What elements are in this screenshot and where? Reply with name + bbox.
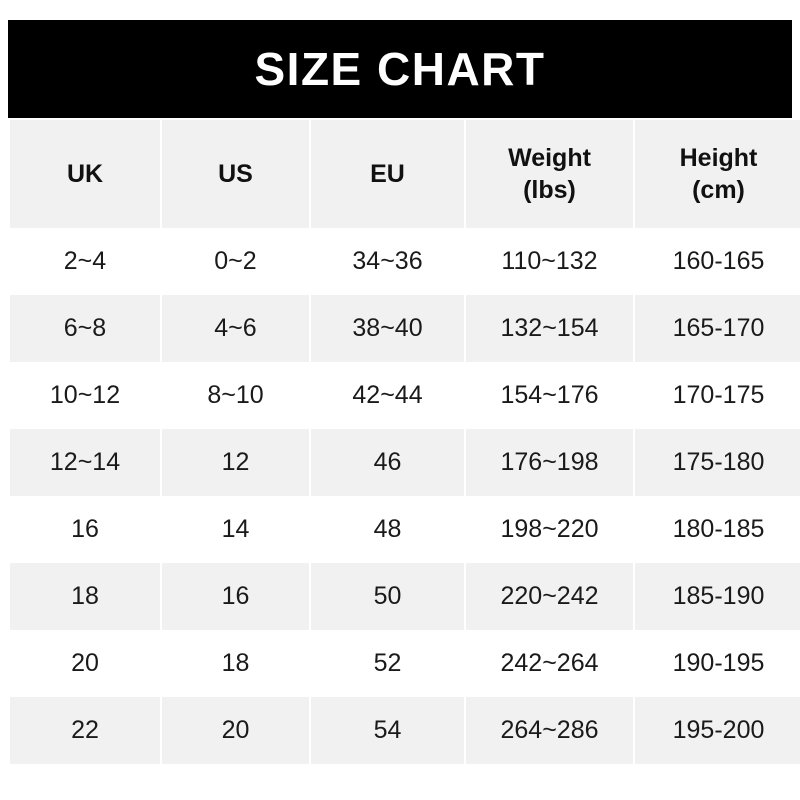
cell-uk: 20 <box>10 630 160 697</box>
column-header-weight: Weight (lbs) <box>466 120 633 228</box>
column-header-height: Height (cm) <box>635 120 800 228</box>
column-header-height-line-2: (cm) <box>692 176 745 204</box>
cell-us: 4~6 <box>162 295 309 362</box>
cell-height: 195-200 <box>635 697 800 764</box>
column-header-uk-line-1: UK <box>66 160 104 188</box>
cell-height: 185-190 <box>635 563 800 630</box>
cell-weight: 154~176 <box>466 362 633 429</box>
cell-us: 20 <box>162 697 309 764</box>
table-row: 22 20 54 264~286 195-200 <box>10 697 800 764</box>
cell-weight: 132~154 <box>466 295 633 362</box>
cell-height: 175-180 <box>635 429 800 496</box>
cell-weight: 242~264 <box>466 630 633 697</box>
cell-weight: 110~132 <box>466 228 633 295</box>
table-row: 10~12 8~10 42~44 154~176 170-175 <box>10 362 800 429</box>
table-row: 12~14 12 46 176~198 175-180 <box>10 429 800 496</box>
cell-uk: 16 <box>10 496 160 563</box>
cell-eu: 50 <box>311 563 464 630</box>
cell-weight: 264~286 <box>466 697 633 764</box>
title-banner: SIZE CHART <box>8 20 792 118</box>
cell-height: 165-170 <box>635 295 800 362</box>
size-chart-table: UK US EU Weight (lbs) Height (cm) <box>8 120 800 764</box>
cell-eu: 48 <box>311 496 464 563</box>
cell-eu: 52 <box>311 630 464 697</box>
cell-eu: 34~36 <box>311 228 464 295</box>
cell-uk: 10~12 <box>10 362 160 429</box>
cell-us: 14 <box>162 496 309 563</box>
cell-uk: 6~8 <box>10 295 160 362</box>
column-header-weight-line-1: Weight <box>508 144 591 172</box>
cell-us: 16 <box>162 563 309 630</box>
cell-eu: 54 <box>311 697 464 764</box>
table-row: 18 16 50 220~242 185-190 <box>10 563 800 630</box>
cell-eu: 38~40 <box>311 295 464 362</box>
table-row: 20 18 52 242~264 190-195 <box>10 630 800 697</box>
column-header-uk: UK <box>10 120 160 228</box>
cell-height: 160-165 <box>635 228 800 295</box>
cell-uk: 2~4 <box>10 228 160 295</box>
cell-height: 180-185 <box>635 496 800 563</box>
table-row: 6~8 4~6 38~40 132~154 165-170 <box>10 295 800 362</box>
table-row: 2~4 0~2 34~36 110~132 160-165 <box>10 228 800 295</box>
column-header-us-line-1: US <box>218 160 253 188</box>
column-header-height-line-1: Height <box>679 144 758 172</box>
cell-eu: 42~44 <box>311 362 464 429</box>
cell-height: 170-175 <box>635 362 800 429</box>
column-header-eu-line-1: EU <box>370 160 405 188</box>
table-header: UK US EU Weight (lbs) Height (cm) <box>10 120 800 228</box>
cell-weight: 220~242 <box>466 563 633 630</box>
cell-us: 8~10 <box>162 362 309 429</box>
cell-us: 12 <box>162 429 309 496</box>
table-row: 16 14 48 198~220 180-185 <box>10 496 800 563</box>
column-header-eu: EU <box>311 120 464 228</box>
page-title: SIZE CHART <box>254 43 546 95</box>
column-header-weight-line-2: (lbs) <box>523 176 576 204</box>
cell-weight: 198~220 <box>466 496 633 563</box>
cell-uk: 18 <box>10 563 160 630</box>
table-body: 2~4 0~2 34~36 110~132 160-165 6~8 4~6 38… <box>10 228 800 764</box>
column-header-us: US <box>162 120 309 228</box>
cell-us: 0~2 <box>162 228 309 295</box>
cell-uk: 12~14 <box>10 429 160 496</box>
cell-height: 190-195 <box>635 630 800 697</box>
cell-us: 18 <box>162 630 309 697</box>
cell-eu: 46 <box>311 429 464 496</box>
cell-uk: 22 <box>10 697 160 764</box>
cell-weight: 176~198 <box>466 429 633 496</box>
table-header-row: UK US EU Weight (lbs) Height (cm) <box>10 120 800 228</box>
